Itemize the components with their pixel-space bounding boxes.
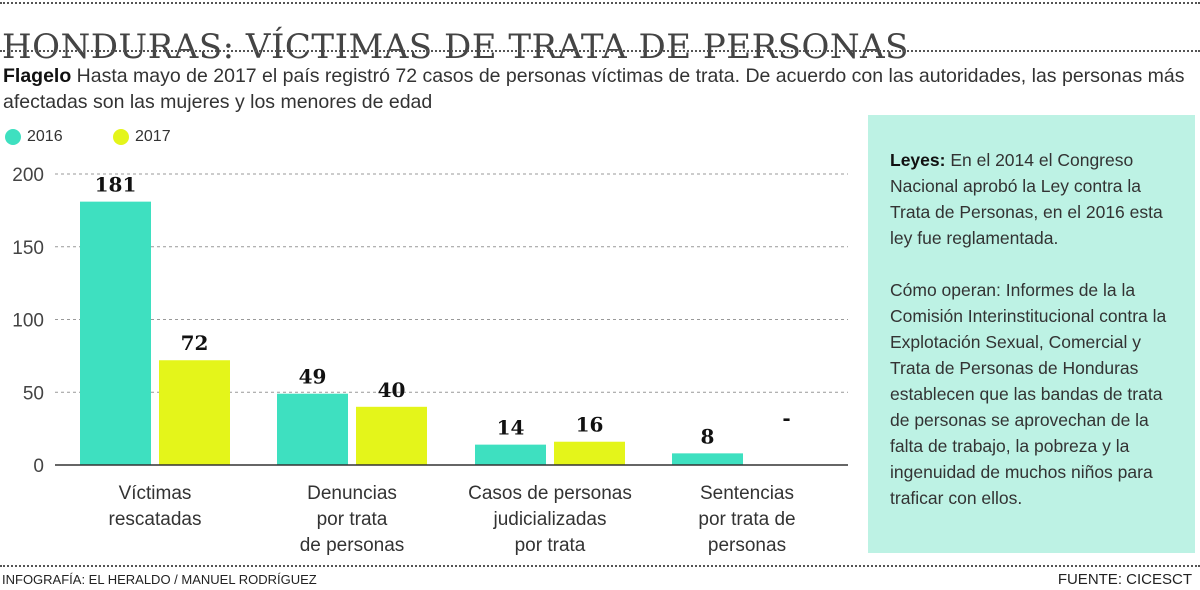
legend-dot-2017-icon (113, 129, 129, 145)
bar-2016 (80, 201, 151, 465)
bar-chart: 0 50 100 150 200 181 72 Víctimas rescatadas 49 40 D… (12, 165, 848, 556)
divider (0, 2, 1200, 4)
bar-2017 (356, 406, 427, 465)
credit: INFOGRAFÍA: EL HERALDO / MANUEL RODRÍGUE… (2, 572, 317, 587)
info-paragraph-laws: Leyes: En el 2014 el Congreso Nacional a… (890, 147, 1177, 251)
x-tick-label: de personas (300, 535, 405, 556)
x-tick-label: judicializadas (492, 509, 606, 530)
subtitle-lead: Flagelo (3, 65, 72, 87)
bar-2017 (159, 360, 230, 465)
data-label: 40 (378, 378, 406, 402)
subtitle-text: Hasta mayo de 2017 el país registró 72 c… (3, 65, 1185, 113)
data-label: 181 (95, 173, 137, 197)
bar-2016 (277, 393, 348, 465)
data-label: 72 (181, 331, 209, 355)
bar-2017 (554, 441, 625, 465)
y-tick-label: 150 (12, 238, 44, 259)
info-text: En el 2014 el Congreso Nacional aprobó l… (890, 150, 1163, 248)
data-label: 49 (299, 365, 327, 389)
x-tick-label: por trata (515, 535, 586, 556)
divider (0, 50, 1200, 52)
legend-item-2016: 2016 (5, 128, 63, 146)
x-tick-label: rescatadas (109, 509, 202, 530)
data-label: 8 (701, 424, 715, 448)
x-tick-label: Sentencias (700, 483, 794, 504)
x-tick-label: por trata de (698, 509, 795, 530)
legend-dot-2016-icon (5, 129, 21, 145)
info-paragraph-operation: Cómo operan: Informes de la la Comisión … (890, 280, 1167, 508)
y-tick-label: 100 (12, 311, 44, 332)
x-tick-label: Víctimas (119, 483, 192, 504)
y-tick-label: 0 (33, 456, 44, 477)
data-label: 16 (576, 413, 604, 437)
page-title: HONDURAS: VÍCTIMAS DE TRATA DE PERSONAS (2, 26, 909, 67)
legend-label: 2016 (27, 128, 63, 145)
divider (0, 565, 1200, 567)
x-tick-label: personas (708, 535, 786, 556)
source: FUENTE: CICESCT (1057, 571, 1192, 588)
legend-item-2017: 2017 (113, 128, 171, 146)
info-box: Leyes: En el 2014 el Congreso Nacional a… (868, 115, 1195, 553)
info-lead: Leyes: (890, 150, 946, 170)
bar-2016 (475, 444, 546, 465)
legend-label: 2017 (135, 128, 171, 145)
x-tick-label: por trata (317, 509, 388, 530)
data-label: 14 (497, 416, 525, 440)
x-tick-label: Casos de personas (468, 483, 632, 504)
y-tick-label: 200 (12, 165, 44, 186)
data-label: - (782, 406, 790, 430)
x-tick-label: Denuncias (307, 483, 397, 504)
y-tick-label: 50 (23, 383, 44, 404)
subtitle: Flagelo Hasta mayo de 2017 el país regis… (3, 63, 1198, 115)
bar-2016 (672, 453, 743, 465)
